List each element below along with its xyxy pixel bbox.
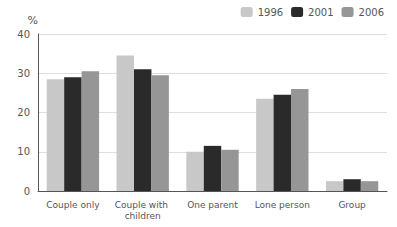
svg-text:2006: 2006	[359, 7, 384, 18]
svg-text:2001: 2001	[308, 7, 333, 18]
svg-text:20: 20	[17, 107, 30, 118]
svg-text:30: 30	[17, 68, 30, 79]
svg-text:10: 10	[17, 146, 30, 157]
svg-text:Group: Group	[338, 200, 366, 210]
svg-text:1996: 1996	[258, 7, 283, 18]
svg-text:0: 0	[24, 186, 30, 197]
svg-text:40: 40	[17, 29, 30, 40]
svg-text:One parent: One parent	[187, 200, 238, 210]
svg-text:Couple with: Couple with	[115, 200, 171, 210]
svg-text:Lone person: Lone person	[255, 200, 310, 210]
svg-text:children: children	[125, 211, 161, 221]
svg-text:Couple only: Couple only	[46, 200, 100, 210]
svg-text:%: %	[28, 14, 38, 27]
